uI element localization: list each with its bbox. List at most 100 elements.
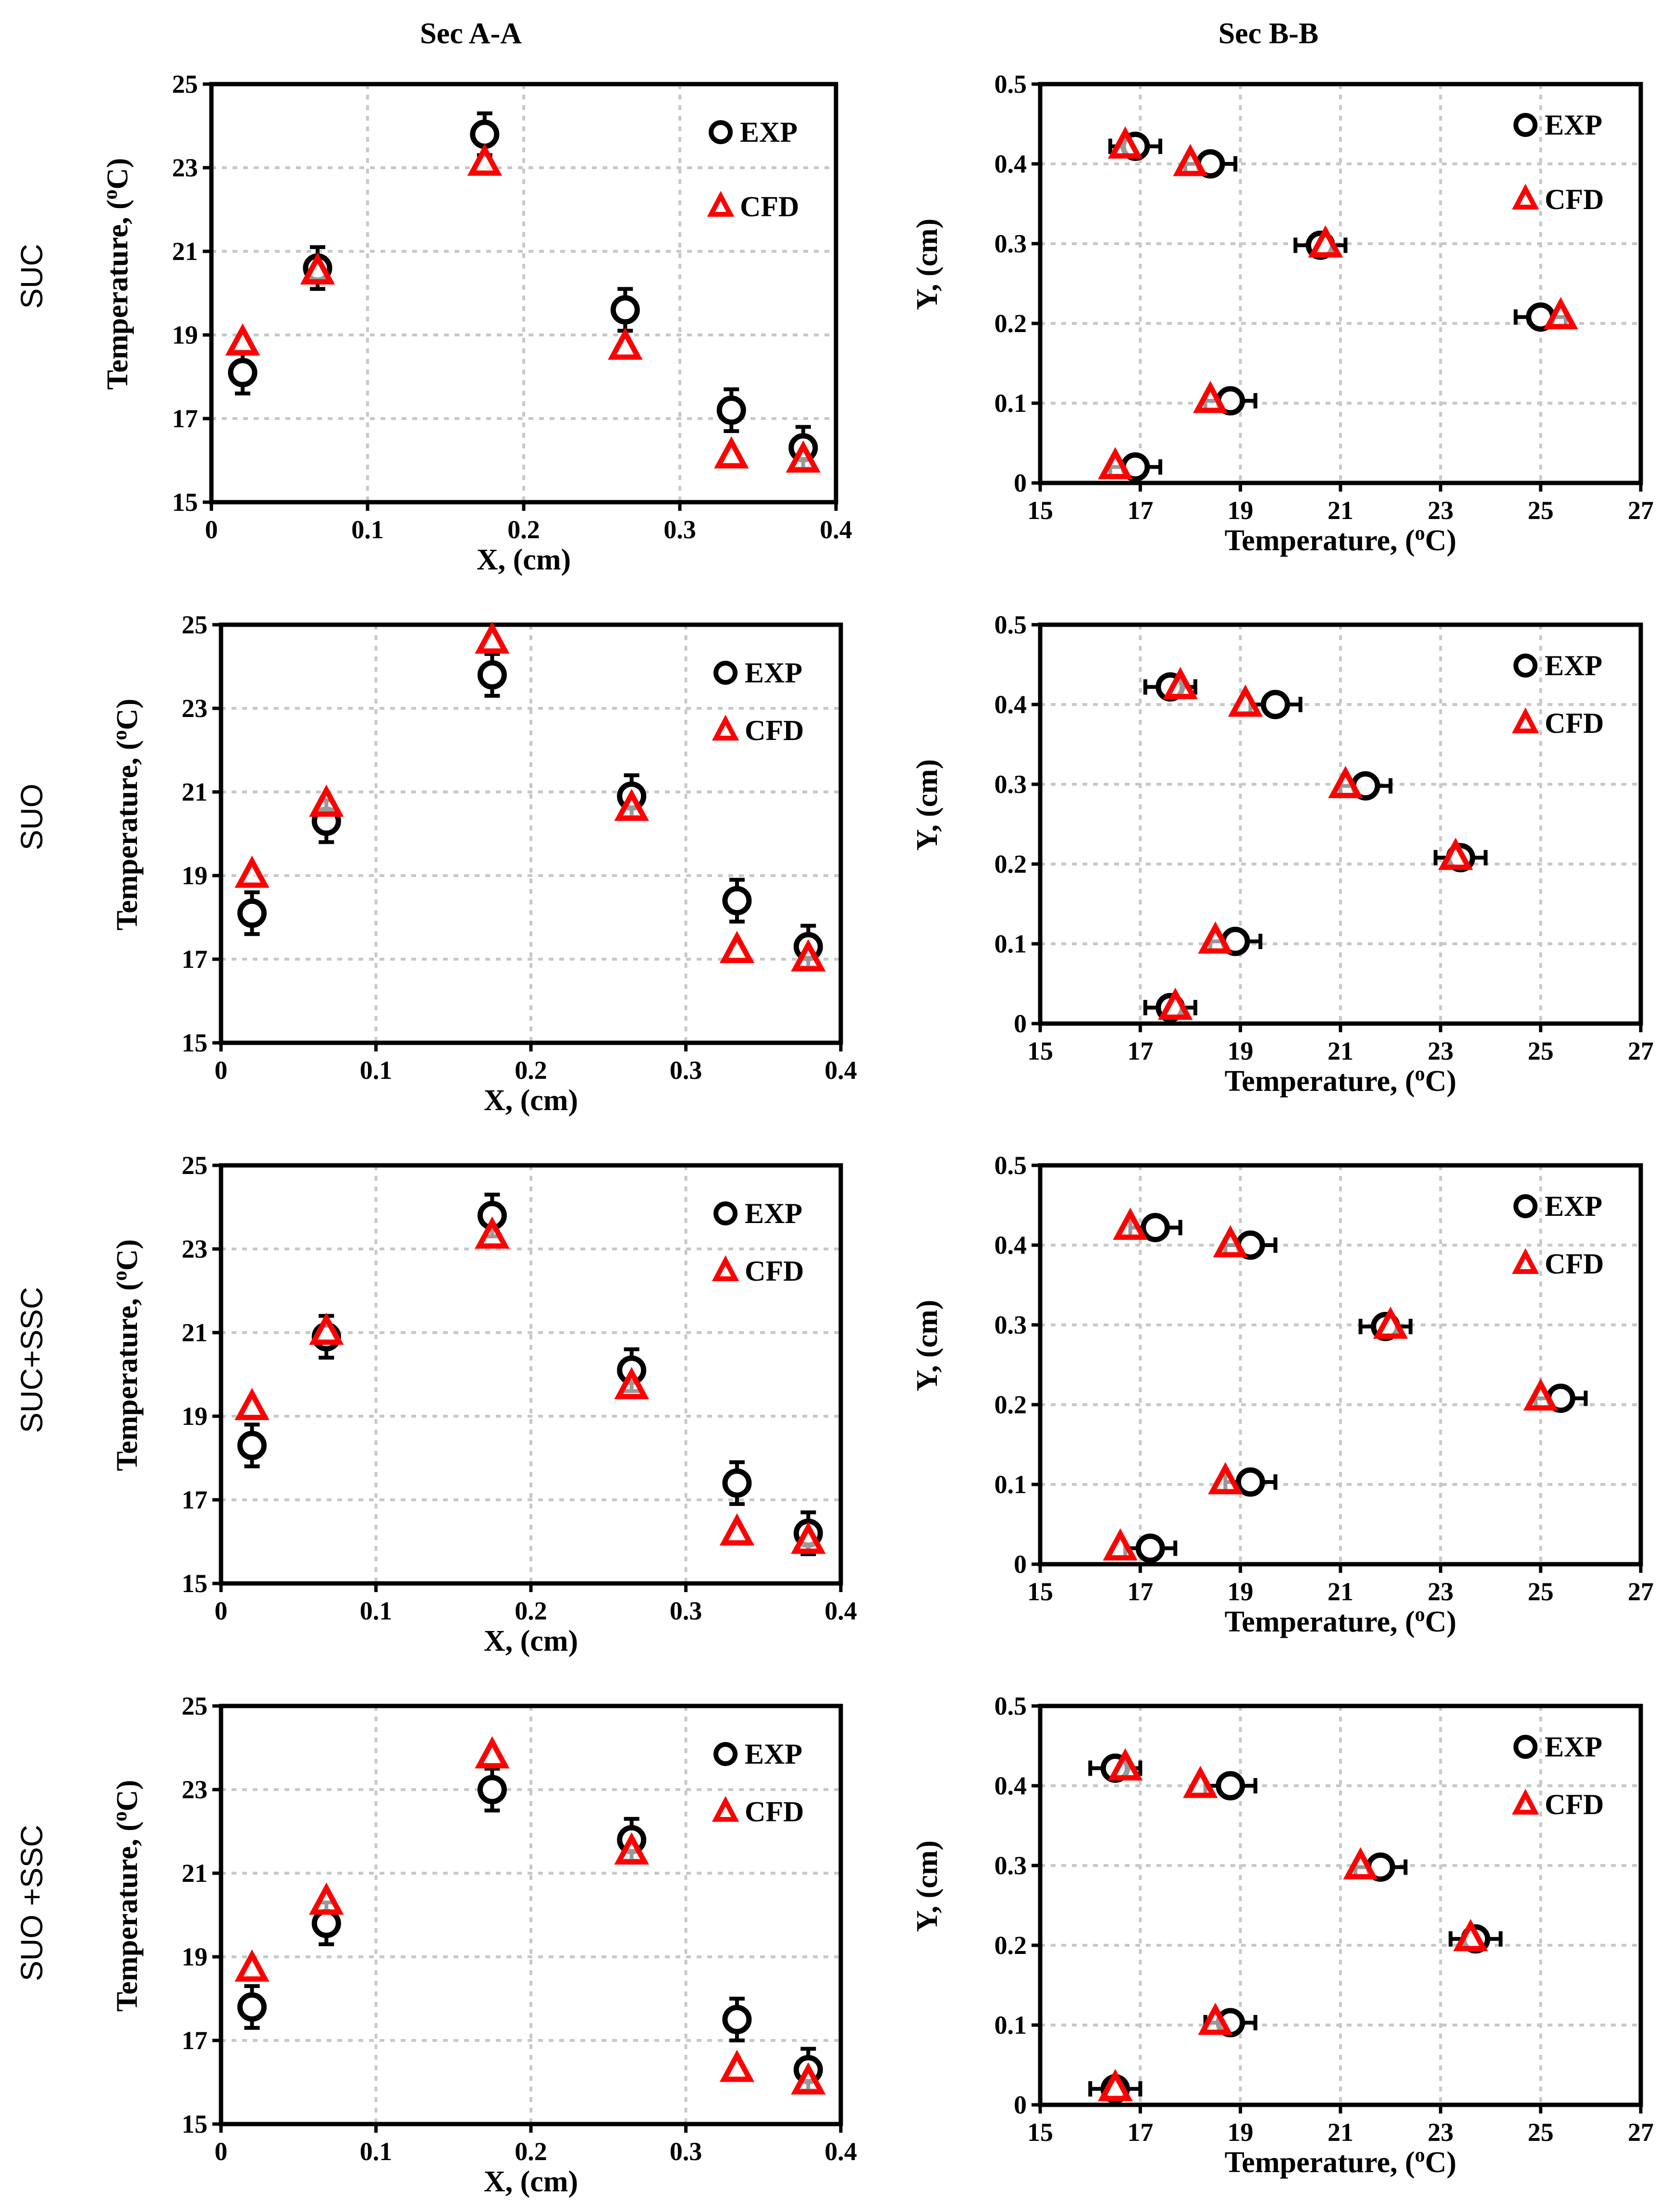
y-tick-label: 21 xyxy=(182,1859,208,1888)
y-tick-label: 15 xyxy=(182,2110,208,2138)
x-tick-label: 0.1 xyxy=(360,1596,393,1625)
x-tick-label: 21 xyxy=(1328,1577,1353,1606)
x-axis-title: X, (cm) xyxy=(484,1625,578,1657)
y-tick-label: 15 xyxy=(182,1028,208,1057)
y-tick-label: 0 xyxy=(1014,2090,1027,2119)
legend-cfd-label: CFD xyxy=(1545,707,1604,739)
y-tick-label: 0.2 xyxy=(995,1390,1027,1419)
legend-cfd-marker xyxy=(1512,1248,1539,1274)
y-tick-label: 0.1 xyxy=(995,1470,1027,1499)
cfd-point xyxy=(791,1521,826,1554)
y-tick-label: 0.5 xyxy=(995,70,1027,99)
cfd-point xyxy=(614,1367,649,1399)
cfd-point xyxy=(1228,684,1263,717)
legend-cfd-label: CFD xyxy=(745,1255,804,1287)
cfd-point xyxy=(1098,2069,1133,2101)
y-tick-label: 0.2 xyxy=(995,1931,1027,1960)
legend-cfd-label: CFD xyxy=(740,191,799,222)
x-tick-label: 0.4 xyxy=(824,2137,857,2166)
legend-exp-label: EXP xyxy=(1545,109,1602,141)
x-tick-label: 0.3 xyxy=(670,1596,702,1625)
chart-sec-a-a-suo: 0 0.1 0.2 0.3 0.4 15 17 19 21 23 25 X, (cm) Temperat… xyxy=(109,610,857,1117)
cfd-point xyxy=(1198,2002,1233,2035)
y-tick-label: 0.5 xyxy=(995,1692,1027,1720)
x-tick-label: 25 xyxy=(1528,1037,1554,1065)
exp-point xyxy=(470,119,500,149)
y-tick-label: 25 xyxy=(182,610,208,639)
x-axis-title: Temperature, (oC) xyxy=(1225,2144,1456,2179)
exp-point xyxy=(1236,1467,1265,1497)
x-tick-label: 0.4 xyxy=(824,1596,857,1625)
x-tick-label: 21 xyxy=(1328,496,1353,525)
cfd-point xyxy=(1107,1748,1143,1780)
legend-cfd-marker xyxy=(1512,1789,1539,1815)
y-tick-label: 0.5 xyxy=(995,610,1027,639)
x-tick-label: 0.1 xyxy=(351,515,384,544)
cfd-point xyxy=(1373,1306,1408,1339)
x-tick-label: 17 xyxy=(1127,1037,1153,1065)
y-tick-label: 19 xyxy=(182,861,208,890)
cfd-point xyxy=(475,1736,510,1768)
y-tick-label: 25 xyxy=(182,1151,208,1180)
cfd-point xyxy=(714,436,749,469)
y-tick-label: 19 xyxy=(182,1402,208,1431)
cfd-point xyxy=(791,939,826,972)
cfd-point xyxy=(309,1882,344,1915)
y-axis-title: Temperature, (oC) xyxy=(99,158,134,390)
exp-point xyxy=(477,1775,507,1804)
cfd-point xyxy=(1183,1766,1218,1798)
legend-cfd-label: CFD xyxy=(745,1796,804,1828)
y-axis-title: Temperature, (oC) xyxy=(109,699,144,930)
y-tick-label: 0.5 xyxy=(995,1151,1027,1180)
y-tick-label: 0.3 xyxy=(995,229,1027,258)
chart-sec-b-b-suc-ssc: 15 17 19 21 23 25 27 0 0.1 0.2 0.3 0.4 0.5 Temperatur… xyxy=(911,1151,1654,1638)
cfd-point xyxy=(309,1312,344,1345)
x-tick-label: 0.3 xyxy=(670,2137,702,2166)
cfd-point xyxy=(1213,1225,1248,1258)
exp-point xyxy=(722,2005,752,2034)
y-tick-label: 0.4 xyxy=(995,149,1027,178)
y-tick-label: 21 xyxy=(182,778,208,806)
x-tick-label: 0.2 xyxy=(515,1056,547,1085)
exp-point xyxy=(237,898,267,928)
cfd-point xyxy=(234,1388,270,1421)
y-axis-title: Temperature, (oC) xyxy=(109,1780,144,2012)
legend-exp-marker xyxy=(1513,654,1537,678)
cfd-point xyxy=(1198,921,1233,954)
legend-exp-marker xyxy=(709,120,733,144)
y-tick-label: 0.1 xyxy=(995,2011,1027,2039)
legend-exp-marker xyxy=(1513,1194,1537,1218)
legend-exp-label: EXP xyxy=(1545,1731,1602,1763)
x-tick-label: 0 xyxy=(215,2137,228,2166)
legend-cfd-marker xyxy=(712,1796,739,1822)
x-tick-label: 0.3 xyxy=(670,1056,702,1085)
x-axis-title: Temperature, (oC) xyxy=(1225,1604,1456,1638)
x-tick-label: 23 xyxy=(1427,496,1453,525)
exp-point xyxy=(722,886,752,915)
y-tick-label: 0 xyxy=(1014,469,1027,497)
cfd-point xyxy=(234,1949,270,1982)
y-tick-label: 23 xyxy=(182,1235,208,1263)
cfd-point xyxy=(791,2062,826,2095)
x-tick-label: 19 xyxy=(1228,1037,1254,1065)
cfd-point xyxy=(1103,1528,1138,1561)
y-tick-label: 0.3 xyxy=(995,1310,1027,1339)
cfd-point xyxy=(608,327,643,360)
exp-point xyxy=(716,395,746,425)
x-axis-title: X, (cm) xyxy=(477,544,571,576)
cfd-point xyxy=(719,931,755,964)
exp-point xyxy=(1141,1212,1170,1242)
row-label-suo-ssc: SUO +SSC xyxy=(14,1825,49,1981)
cfd-point xyxy=(1308,225,1343,258)
x-axis-title: X, (cm) xyxy=(484,2165,578,2198)
y-tick-label: 0 xyxy=(1014,1550,1027,1579)
cfd-point xyxy=(467,143,502,176)
x-tick-label: 23 xyxy=(1427,1037,1453,1065)
legend-cfd-label: CFD xyxy=(1545,184,1604,215)
chart-sec-b-b-suc: 15 17 19 21 23 25 27 0 0.1 0.2 0.3 0.4 0.5 Temperatur… xyxy=(911,70,1654,557)
x-tick-label: 0.2 xyxy=(515,2137,547,2166)
x-tick-label: 19 xyxy=(1228,1577,1254,1606)
cfd-point xyxy=(719,2050,755,2082)
cfd-point xyxy=(786,440,821,473)
x-tick-label: 19 xyxy=(1228,2118,1254,2147)
